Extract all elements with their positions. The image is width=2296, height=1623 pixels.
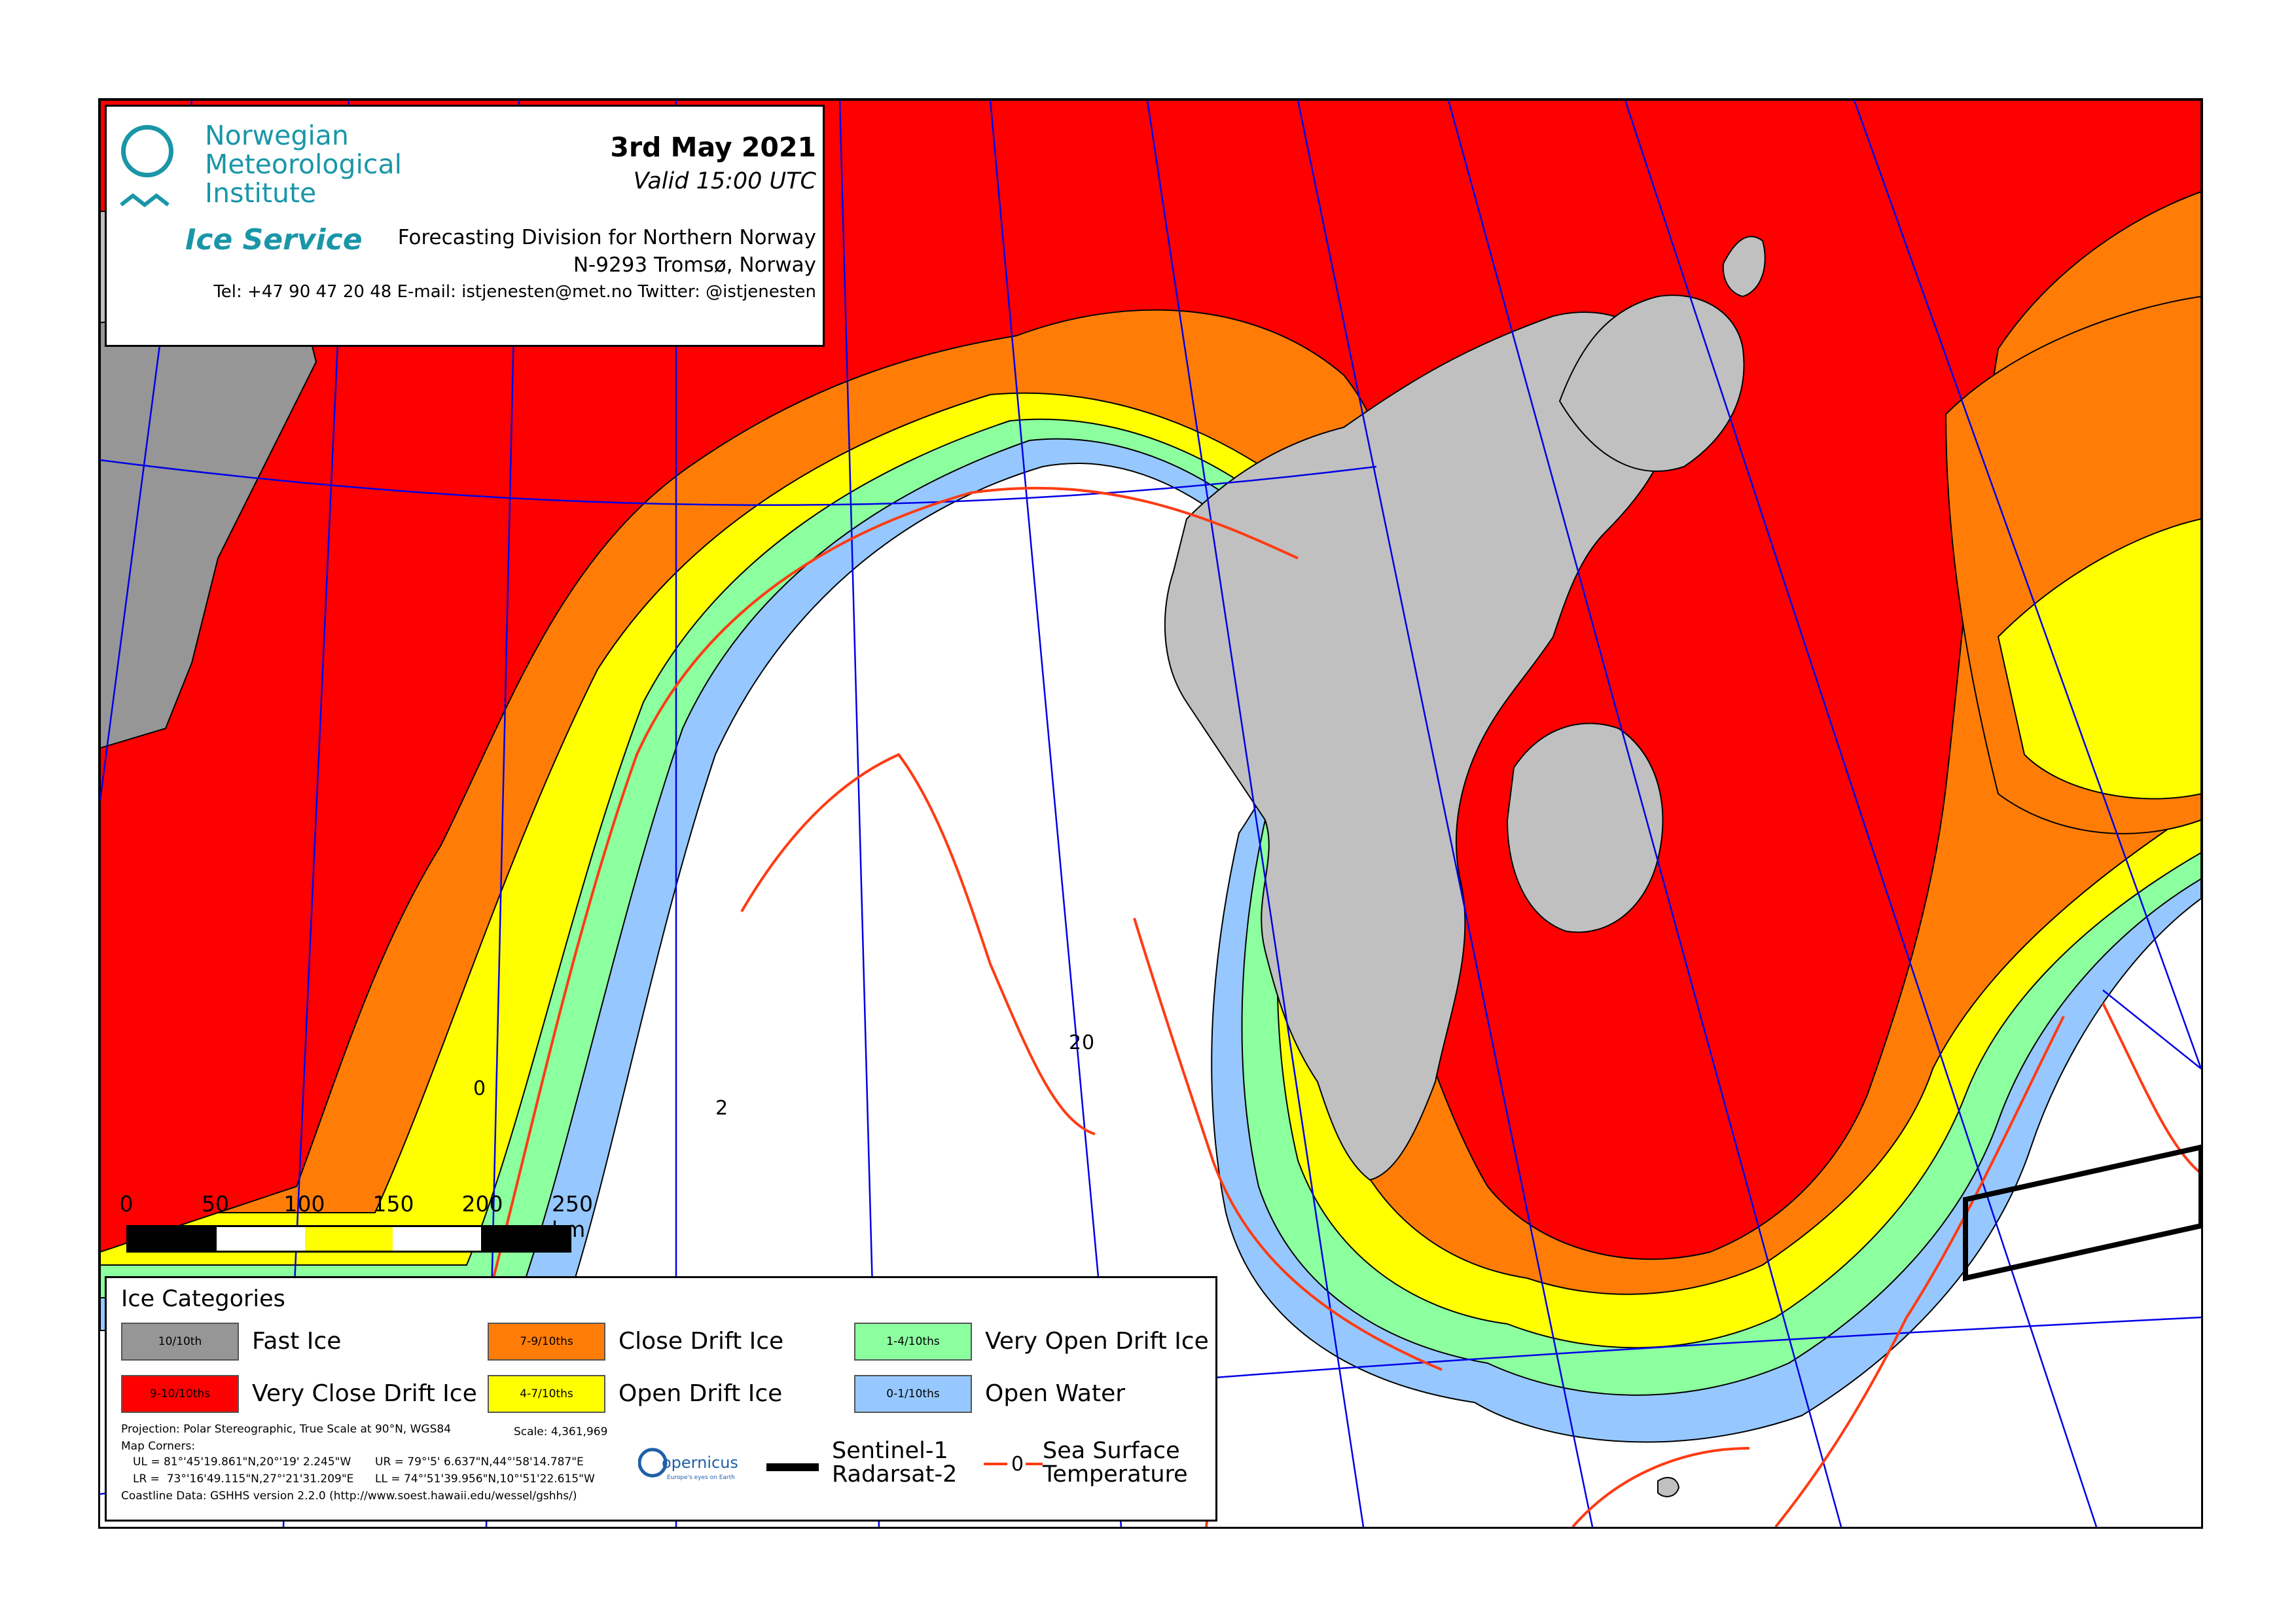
scale-label-150: 150 — [372, 1191, 414, 1217]
scale-label-100: 100 — [283, 1191, 325, 1217]
contour-label-20b: 0 — [1082, 1031, 1094, 1054]
radarsat-2-label: Radarsat-2 — [832, 1461, 958, 1488]
map-corners-title: Map Corners: — [121, 1440, 196, 1453]
contour-label-0: 0 — [473, 1077, 486, 1100]
address: N-9293 Tromsø, Norway — [573, 253, 816, 277]
coastline-text: Coastline Data: GSHHS version 2.2.0 (htt… — [121, 1489, 577, 1503]
scale-text: Scale: 4,361,969 — [514, 1425, 608, 1438]
svalbard-land — [1164, 312, 1674, 1181]
label-very-open-drift-ice: Very Open Drift Ice — [985, 1328, 1209, 1355]
org-name-line2: Meteorological — [205, 149, 402, 180]
swatch-fast-ice: 10/10th — [121, 1323, 239, 1361]
corner-lr: LR = 73°'16'49.115"N,27°'21'31.209"E — [133, 1472, 354, 1486]
chart-date: 3rd May 2021 — [610, 132, 816, 163]
label-very-close-drift-ice: Very Close Drift Ice — [252, 1380, 477, 1407]
sentinel-1-label: Sentinel-1 — [832, 1438, 948, 1464]
bjornoya-land — [1657, 1476, 1680, 1497]
contour-label-20: 2 — [1069, 1031, 1081, 1054]
scale-segment — [393, 1227, 482, 1251]
label-fast-ice: Fast Ice — [252, 1328, 342, 1355]
scale-label-200: 200 — [461, 1191, 503, 1217]
sentinel-coverage-frame — [1963, 1144, 2201, 1281]
sst-line-icon: 0 — [984, 1453, 1043, 1476]
label-open-water: Open Water — [985, 1380, 1126, 1407]
corner-ll: LL = 74°'51'39.956"N,10°'51'22.615"W — [375, 1472, 595, 1486]
org-name-line3: Institute — [205, 177, 317, 209]
scale-bar-segments — [126, 1225, 571, 1253]
contact-info: Tel: +47 90 47 20 48 E-mail: istjenesten… — [213, 282, 816, 302]
division-name: Forecasting Division for Northern Norway — [397, 226, 816, 249]
corner-ur: UR = 79°'5' 6.637"N,44°'58'14.787"E — [375, 1455, 584, 1469]
valid-time: Valid 15:00 UTC — [633, 168, 816, 194]
swatch-very-open-drift-ice: 1-4/10ths — [854, 1323, 972, 1361]
sst-label-line2: Temperature — [1043, 1461, 1188, 1488]
open-drift-ice-east — [1997, 518, 2201, 800]
header-panel: Norwegian Meteorological Institute Ice S… — [105, 105, 825, 347]
met-logo-wave-icon — [120, 193, 170, 207]
copernicus-tagline: Europe's eyes on Earth — [667, 1474, 735, 1481]
nordaustlandet-land — [1558, 294, 1745, 472]
corner-ul: UL = 81°'45'19.861"N,20°'19' 2.245"W — [133, 1455, 351, 1469]
label-open-drift-ice: Open Drift Ice — [619, 1380, 783, 1407]
sst-isotherms — [478, 486, 2201, 1527]
scale-segment — [481, 1227, 569, 1251]
swatch-open-water: 0-1/10ths — [854, 1375, 972, 1413]
label-close-drift-ice: Close Drift Ice — [619, 1328, 784, 1355]
scale-label-0: 0 — [119, 1191, 134, 1217]
met-logo-circle-icon — [121, 125, 173, 177]
swatch-open-drift-ice: 4-7/10ths — [488, 1375, 605, 1413]
kvitoya-land — [1722, 236, 1766, 298]
org-name-line1: Norwegian — [205, 120, 349, 151]
projection-text: Projection: Polar Stereographic, True Sc… — [121, 1423, 452, 1436]
swatch-close-drift-ice: 7-9/10ths — [488, 1323, 605, 1361]
sst-label-line1: Sea Surface — [1043, 1438, 1180, 1464]
scale-segment — [128, 1227, 217, 1251]
scale-segment — [216, 1227, 305, 1251]
swatch-very-close-drift-ice: 9-10/10ths — [121, 1375, 239, 1413]
contour-label-2: 2 — [715, 1097, 728, 1120]
sst-zero-label: 0 — [1011, 1453, 1024, 1476]
scale-label-50: 50 — [202, 1191, 229, 1217]
legend-title: Ice Categories — [121, 1286, 285, 1312]
scale-bar: 0 50 100 150 200 250 km — [119, 1191, 593, 1263]
copernicus-logo-icon: opernicus Europe's eyes on Earth — [638, 1448, 738, 1481]
ice-service-title: Ice Service — [185, 223, 363, 257]
sentinel-line-icon — [766, 1463, 819, 1471]
copernicus-wordmark: opernicus — [662, 1454, 738, 1472]
legend-panel: Ice Categories 10/10th Fast Ice 9-10/10t… — [105, 1276, 1217, 1522]
scale-segment — [304, 1227, 393, 1251]
